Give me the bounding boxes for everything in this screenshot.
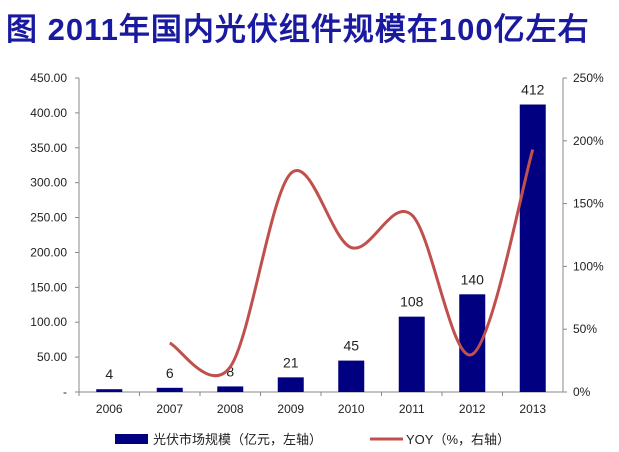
left-tick-label: 150.00 [30, 280, 67, 294]
bar [156, 387, 183, 392]
x-tick-label: 2012 [459, 402, 486, 416]
bar-data-label: 4 [105, 366, 113, 382]
left-tick-label: 450.00 [30, 71, 67, 85]
chart-title: 图 2011年国内光伏组件规模在100亿左右 [6, 12, 590, 47]
bar [96, 389, 123, 392]
bar-data-label: 108 [400, 294, 424, 310]
left-tick-label: 100.00 [30, 315, 67, 329]
right-tick-label: 250% [573, 71, 604, 85]
left-tick-label: - [63, 385, 67, 399]
left-tick-label: 250.00 [30, 211, 67, 225]
bar [398, 316, 425, 392]
bar-data-label: 45 [343, 338, 359, 354]
bar [277, 377, 304, 392]
bar-data-label: 21 [283, 354, 299, 370]
left-tick-label: 50.00 [37, 350, 67, 364]
bar [338, 360, 365, 392]
bar-data-label: 6 [166, 365, 174, 381]
bar-data-label: 140 [461, 271, 485, 287]
legend-bar-label: 光伏市场规模（亿元，左轴） [153, 432, 322, 447]
left-tick-label: 200.00 [30, 245, 67, 259]
left-tick-label: 400.00 [30, 106, 67, 120]
bar-data-label: 412 [521, 82, 545, 98]
legend-bar-swatch [115, 434, 148, 444]
right-tick-label: 150% [573, 197, 604, 211]
yoy-line [168, 149, 535, 377]
left-tick-label: 350.00 [30, 141, 67, 155]
legend-line-label: YOY（%，右轴） [406, 432, 510, 447]
x-tick-label: 2011 [399, 402, 425, 416]
x-tick-label: 2007 [156, 402, 183, 416]
x-tick-label: 2013 [519, 402, 546, 416]
bar [519, 104, 546, 392]
right-tick-label: 100% [573, 259, 604, 273]
x-tick-label: 2010 [338, 402, 365, 416]
x-tick-label: 2006 [96, 402, 123, 416]
x-tick-label: 2008 [217, 402, 244, 416]
right-tick-label: 50% [573, 322, 597, 336]
x-tick-label: 2009 [277, 402, 304, 416]
bar [217, 386, 244, 392]
right-tick-label: 0% [573, 385, 591, 399]
bar-data-label: 8 [226, 363, 234, 379]
right-tick-label: 200% [573, 134, 604, 148]
left-tick-label: 300.00 [30, 176, 67, 190]
